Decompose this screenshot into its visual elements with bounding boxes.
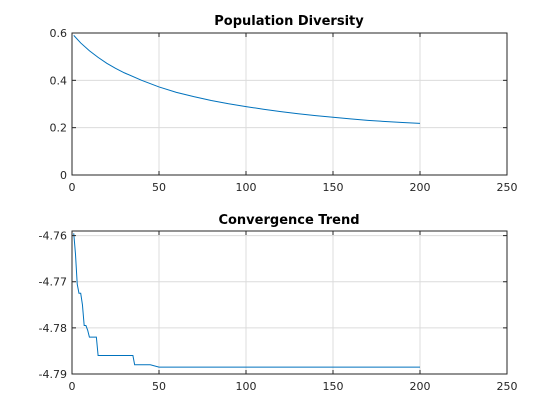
y-tick-label: 0.4: [50, 74, 68, 87]
chart-title-convergence-trend: Convergence Trend: [218, 213, 359, 228]
chart-title-population-diversity: Population Diversity: [214, 14, 364, 29]
x-tick-label: 250: [497, 181, 518, 194]
series-line: [73, 35, 421, 124]
axes-box: [71, 230, 508, 375]
y-tick-label: -4.76: [39, 230, 67, 243]
x-tick-label: 250: [497, 380, 518, 393]
x-tick-label: 150: [323, 380, 344, 393]
x-tick-label: 0: [69, 380, 76, 393]
x-tick-label: 100: [236, 380, 257, 393]
y-tick-label: 0.2: [50, 122, 68, 135]
y-tick-label: -4.77: [39, 276, 67, 289]
x-tick-label: 50: [152, 380, 166, 393]
x-tick-label: 200: [410, 181, 431, 194]
y-tick-label: -4.79: [39, 368, 67, 381]
x-tick-label: 200: [410, 380, 431, 393]
y-tick-label: 0.6: [50, 27, 68, 40]
population-diversity-panel: Population Diversity 0 50 100 150 200 250 0 0.2…: [50, 14, 518, 194]
x-tick-label: 50: [152, 181, 166, 194]
y-tick-label: 0: [60, 169, 67, 182]
x-tick-label: 150: [323, 181, 344, 194]
series-line: [73, 233, 420, 368]
y-tick-label: -4.78: [39, 322, 67, 335]
x-tick-label: 0: [69, 181, 76, 194]
x-tick-label: 100: [236, 181, 257, 194]
convergence-trend-panel: Convergence Trend 0 50 100 150 200 250 -4.79 -4…: [39, 213, 518, 393]
axes-box: [71, 32, 508, 176]
